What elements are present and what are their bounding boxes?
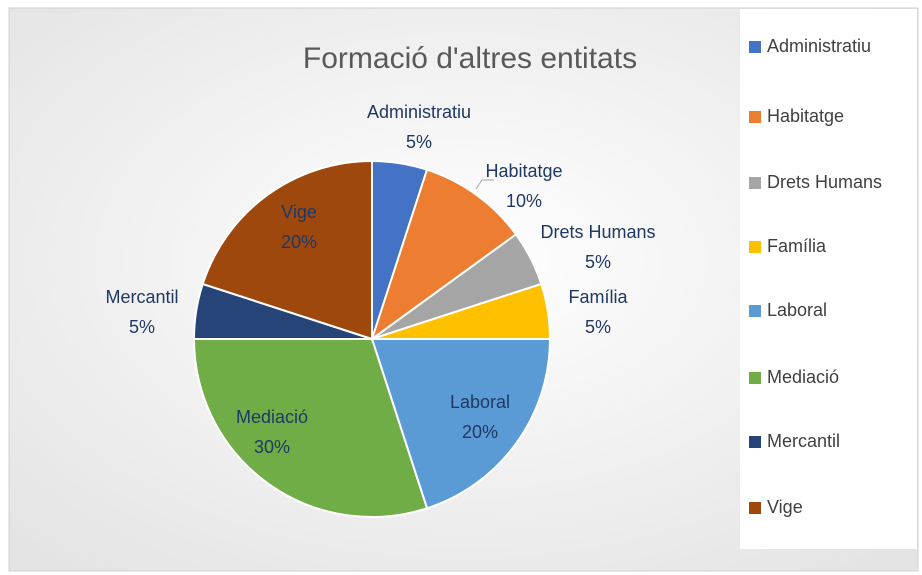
slice-value-label: 5%: [406, 132, 432, 152]
legend-label: Mediació: [767, 367, 839, 387]
slice-category-label: Família: [568, 287, 628, 307]
slice-category-label: Drets Humans: [540, 222, 655, 242]
pie-slice: [192, 338, 429, 518]
legend-swatch: [749, 41, 761, 53]
legend-swatch: [749, 305, 761, 317]
slice-category-label: Mercantil: [105, 287, 178, 307]
pie-slice: [201, 159, 373, 341]
slice-value-label: 5%: [129, 317, 155, 337]
legend-label: Laboral: [767, 300, 827, 320]
slice-value-label: 20%: [462, 422, 498, 442]
slice-value-label: 30%: [254, 437, 290, 457]
leader-line: [475, 179, 483, 190]
pie-slice: [370, 168, 518, 342]
legend-swatch: [749, 241, 761, 253]
slice-value-label: 10%: [506, 191, 542, 211]
legend-swatch: [749, 372, 761, 384]
slice-value-label: 20%: [281, 232, 317, 252]
slice-category-label: Mediació: [236, 407, 308, 427]
slice-category-label: Vige: [281, 202, 317, 222]
legend-label: Vige: [767, 497, 803, 517]
slice-value-label: 5%: [585, 317, 611, 337]
slice-category-label: Laboral: [450, 392, 510, 412]
legend-label: Administratiu: [767, 36, 871, 56]
legend-label: Família: [767, 236, 827, 256]
chart-title: Formació d'altres entitats: [303, 42, 637, 75]
slice-category-label: Habitatge: [485, 161, 562, 181]
legend-swatch: [749, 111, 761, 123]
legend-label: Drets Humans: [767, 172, 882, 192]
legend-swatch: [749, 177, 761, 189]
slice-value-label: 5%: [585, 252, 611, 272]
legend-label: Habitatge: [767, 106, 844, 126]
legend-panel: [740, 9, 917, 549]
legend-label: Mercantil: [767, 431, 840, 451]
pie-slice: [370, 338, 552, 510]
slice-category-label: Administratiu: [367, 102, 471, 122]
legend-swatch: [749, 502, 761, 514]
legend-swatch: [749, 436, 761, 448]
